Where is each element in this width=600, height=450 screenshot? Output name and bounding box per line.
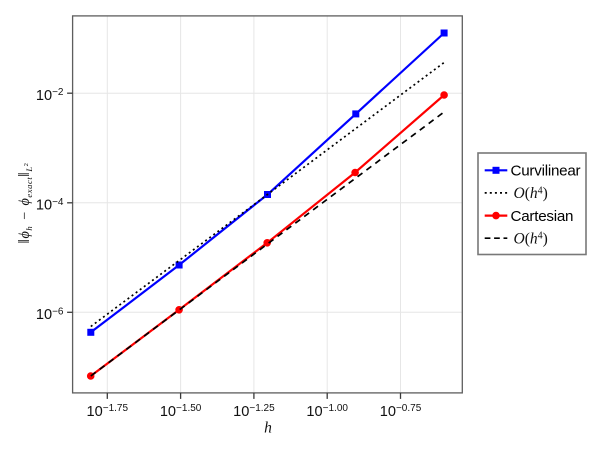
svg-text:h: h [264,420,272,437]
svg-text:O(h4): O(h4) [514,231,548,248]
svg-text:Cartesian: Cartesian [511,208,574,225]
svg-text:Curvilinear: Curvilinear [511,163,581,180]
svg-text:‖ϕh − ϕexact‖L2: ‖ϕh − ϕexact‖L2 [16,162,34,243]
svg-text:O(h4): O(h4) [514,185,548,202]
